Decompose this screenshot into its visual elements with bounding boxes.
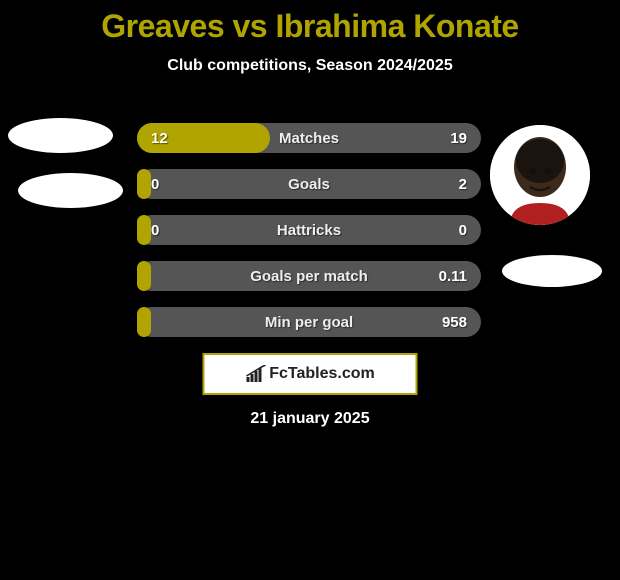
stat-row: 0Hattricks0 bbox=[137, 215, 481, 245]
stat-label: Goals per match bbox=[137, 261, 481, 291]
player-left-avatar-placeholder bbox=[8, 118, 113, 153]
stat-row: 0Goals2 bbox=[137, 169, 481, 199]
brand-text: FcTables.com bbox=[269, 365, 375, 383]
stat-label: Matches bbox=[137, 123, 481, 153]
stat-value-right: 2 bbox=[459, 169, 467, 199]
stat-row: Min per goal958 bbox=[137, 307, 481, 337]
page-title: Greaves vs Ibrahima Konate bbox=[0, 0, 620, 45]
stat-label: Min per goal bbox=[137, 307, 481, 337]
page-subtitle: Club competitions, Season 2024/2025 bbox=[0, 57, 620, 75]
stat-label: Hattricks bbox=[137, 215, 481, 245]
player-right-avatar bbox=[490, 125, 590, 225]
brand-logo-icon bbox=[245, 365, 267, 383]
stat-row: 12Matches19 bbox=[137, 123, 481, 153]
branding-box: FcTables.com bbox=[203, 353, 418, 395]
snapshot-date: 21 january 2025 bbox=[0, 410, 620, 428]
player-left-club-placeholder bbox=[18, 173, 123, 208]
stat-label: Goals bbox=[137, 169, 481, 199]
brand-text-suffix: .com bbox=[337, 365, 374, 382]
brand-text-main: Tables bbox=[288, 365, 338, 382]
stat-value-right: 958 bbox=[442, 307, 467, 337]
player-right-club-placeholder bbox=[502, 255, 602, 287]
stat-value-right: 0.11 bbox=[439, 261, 467, 291]
stat-value-right: 0 bbox=[459, 215, 467, 245]
stat-row: Goals per match0.11 bbox=[137, 261, 481, 291]
stat-bars: 12Matches190Goals20Hattricks0Goals per m… bbox=[137, 123, 481, 353]
stat-value-right: 19 bbox=[450, 123, 467, 153]
brand-text-prefix: Fc bbox=[269, 365, 288, 382]
